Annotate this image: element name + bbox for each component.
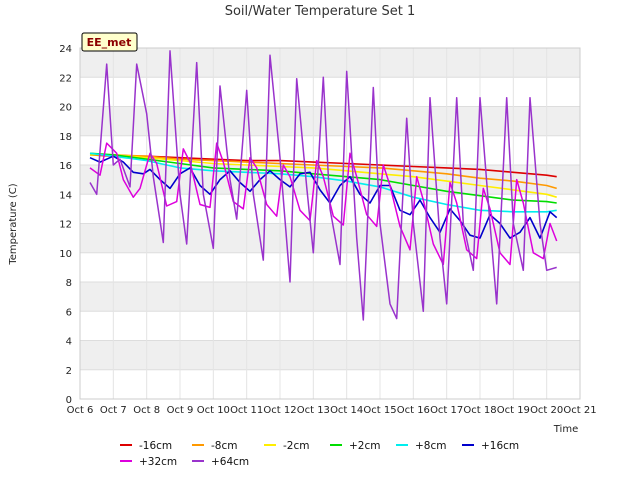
- plot-band: [80, 48, 580, 78]
- grid-lines: [79, 47, 581, 400]
- x-axis-label: Time: [553, 424, 578, 435]
- plot-band: [80, 311, 580, 341]
- x-tick-label: Oct 7: [100, 405, 127, 416]
- x-tick-label: Oct 14: [330, 405, 363, 416]
- x-tick-label: Oct 21: [563, 405, 596, 416]
- plot-band: [80, 135, 580, 165]
- x-tick-label: Oct 11: [230, 405, 263, 416]
- y-tick-label: 6: [66, 307, 72, 318]
- series-line-plus2cm: [89, 152, 557, 204]
- legend-label: +64cm: [211, 456, 249, 468]
- plot-band: [80, 252, 580, 282]
- y-tick-label: 20: [59, 103, 72, 114]
- legend-label: +16cm: [481, 440, 519, 452]
- x-tick-label: Oct 10: [197, 405, 230, 416]
- y-tick-label: 12: [59, 220, 72, 231]
- y-tick-label: 16: [59, 161, 72, 172]
- x-tick-label: Oct 19: [497, 405, 530, 416]
- series-layer: [89, 50, 558, 321]
- y-tick-label: 18: [59, 132, 72, 143]
- legend-label: -2cm: [283, 440, 309, 452]
- x-tick-label: Oct 16: [397, 405, 430, 416]
- y-tick-label: 22: [59, 73, 72, 84]
- y-tick-label: 24: [59, 44, 72, 55]
- chart-title: Soil/Water Temperature Set 1: [225, 4, 416, 19]
- y-tick-label: 10: [59, 249, 72, 260]
- plot-band: [80, 223, 580, 253]
- x-tick-label: Oct 18: [463, 405, 496, 416]
- legend-label: +2cm: [349, 440, 380, 452]
- station-badge: EE_met: [81, 32, 138, 52]
- x-tick-label: Oct 20: [530, 405, 563, 416]
- series-line-plus8cm: [89, 152, 557, 213]
- plot-band: [80, 340, 580, 370]
- y-tick-label: 14: [59, 190, 72, 201]
- x-axis-ticks: Oct 6 Oct 7 Oct 8 Oct 9 Oct 10 Oct 11 Oct 12 Oc…: [67, 405, 597, 416]
- legend-label: +32cm: [139, 456, 177, 468]
- legend-label: -8cm: [211, 440, 237, 452]
- y-tick-label: 2: [66, 366, 72, 377]
- legend: -16cm -8cm -2cm +2cm +8cm +16cm +32cm +64cm: [120, 440, 519, 468]
- x-tick-label: Oct 13: [297, 405, 330, 416]
- x-tick-label: Oct 12: [263, 405, 296, 416]
- plot-band: [80, 106, 580, 136]
- plot-band: [80, 77, 580, 107]
- x-tick-label: Oct 15: [363, 405, 396, 416]
- y-axis-label: Temperature (C): [8, 183, 19, 265]
- x-tick-label: Oct 17: [430, 405, 463, 416]
- series-line-minus2cm: [90, 154, 557, 198]
- x-tick-label: Oct 8: [133, 405, 160, 416]
- plot-frame: [79, 47, 581, 400]
- x-tick-label: Oct 9: [167, 405, 194, 416]
- station-badge-label: EE_met: [87, 36, 132, 49]
- plot-band: [80, 369, 580, 399]
- y-tick-label: 8: [66, 278, 72, 289]
- series-line-plus16cm: [89, 155, 558, 239]
- y-tick-label: 0: [66, 395, 72, 406]
- x-tick-label: Oct 6: [67, 405, 94, 416]
- series-line-minus8cm: [90, 154, 557, 190]
- series-line-plus64cm: [89, 50, 557, 321]
- series-line-plus32cm: [89, 142, 558, 266]
- legend-label: -16cm: [139, 440, 172, 452]
- legend-label: +8cm: [415, 440, 446, 452]
- y-tick-label: 4: [66, 337, 72, 348]
- plot-band: [80, 282, 580, 312]
